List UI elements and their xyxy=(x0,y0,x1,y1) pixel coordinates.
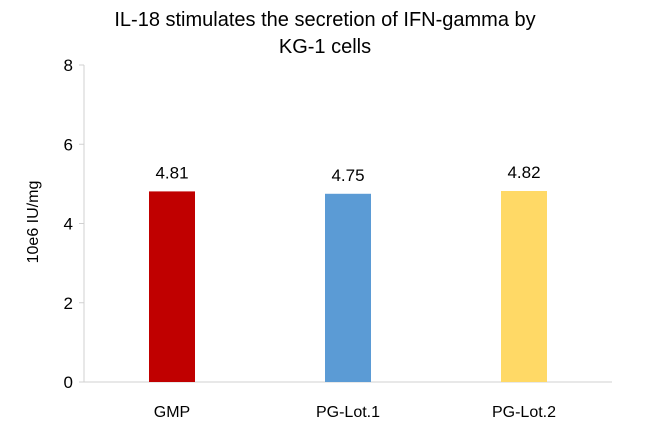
bar xyxy=(501,191,547,382)
chart-title-line-2: KG-1 cells xyxy=(278,36,372,58)
data-label: 4.75 xyxy=(331,166,364,185)
data-label: 4.81 xyxy=(155,163,188,182)
bar xyxy=(149,191,195,382)
y-tick-label: 2 xyxy=(64,294,73,313)
y-tick-label: 4 xyxy=(64,215,73,234)
y-tick-label: 6 xyxy=(64,135,73,154)
y-tick-label: 8 xyxy=(64,56,73,75)
x-category-label: PG-Lot.2 xyxy=(492,404,556,421)
x-category-label: PG-Lot.1 xyxy=(316,404,380,421)
y-axis-title: 10e6 IU/mg xyxy=(25,181,42,264)
bar xyxy=(325,193,371,382)
data-label: 4.82 xyxy=(507,163,540,182)
x-category-label: GMP xyxy=(154,404,190,421)
chart-title-line-1: IL-18 stimulates the secretion of IFN-ga… xyxy=(114,9,536,31)
y-tick-label: 0 xyxy=(64,373,73,392)
